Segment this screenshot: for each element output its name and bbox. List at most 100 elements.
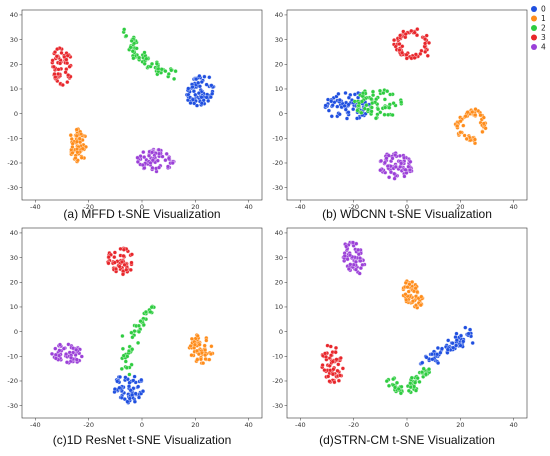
point-4 (148, 160, 153, 165)
point-0 (131, 378, 136, 383)
point-0 (454, 338, 459, 343)
point-0 (346, 102, 351, 107)
point-2 (406, 388, 411, 393)
point-0 (190, 84, 195, 90)
point-1 (201, 361, 206, 366)
point-0 (337, 112, 342, 117)
x-tick-label: 0 (140, 203, 144, 211)
point-4 (392, 171, 397, 176)
point-1 (68, 133, 73, 138)
point-2 (387, 105, 392, 110)
point-3 (67, 64, 72, 69)
point-3 (58, 61, 63, 66)
panels: -40 -20 0 20 40 -30 -20 -10 0 10 20 30 40 (a) MFFD t-… (7, 9, 528, 447)
point-4 (408, 159, 413, 164)
point-4 (388, 170, 394, 175)
point-4 (74, 347, 79, 352)
point-3 (120, 272, 126, 277)
cluster-4 (378, 151, 414, 181)
point-3 (333, 350, 338, 355)
point-4 (74, 357, 79, 362)
legend-marker-4 (531, 44, 537, 50)
point-4 (386, 153, 391, 158)
point-1 (188, 343, 193, 349)
point-3 (117, 264, 122, 269)
point-0 (207, 75, 212, 80)
point-2 (122, 27, 127, 32)
point-3 (106, 255, 111, 260)
point-2 (384, 379, 389, 384)
point-0 (197, 73, 202, 79)
point-2 (376, 107, 381, 112)
point-2 (409, 375, 414, 380)
point-4 (357, 271, 362, 276)
point-1 (198, 357, 203, 362)
point-2 (408, 385, 413, 390)
point-4 (150, 150, 155, 155)
point-0 (344, 116, 350, 121)
point-3 (401, 29, 406, 34)
point-3 (106, 261, 111, 266)
point-2 (163, 69, 168, 74)
point-0 (343, 107, 348, 112)
y-tick-label: -10 (272, 135, 283, 143)
point-2 (413, 388, 419, 393)
point-4 (350, 240, 356, 245)
y-tick-label: -20 (7, 159, 18, 167)
x-tick-label: -20 (348, 421, 359, 429)
point-0 (202, 74, 207, 79)
point-2 (369, 96, 374, 102)
point-0 (127, 396, 132, 401)
point-2 (123, 359, 128, 364)
point-0 (458, 333, 464, 338)
x-tick-label: 20 (191, 421, 199, 429)
point-0 (461, 339, 466, 344)
point-2 (127, 372, 132, 377)
point-3 (415, 27, 420, 32)
point-2 (144, 56, 149, 61)
point-3 (121, 253, 126, 258)
point-3 (326, 374, 331, 379)
point-4 (393, 164, 398, 169)
point-4 (402, 174, 407, 179)
point-1 (461, 123, 466, 128)
y-tick-label: 10 (10, 85, 18, 93)
y-tick-label: -10 (7, 135, 18, 143)
point-3 (65, 53, 70, 58)
point-4 (402, 155, 407, 160)
point-2 (381, 90, 386, 96)
point-1 (407, 282, 412, 287)
cluster-4 (341, 240, 367, 276)
point-3 (328, 344, 333, 349)
y-tick-label: 0 (279, 328, 283, 336)
legend-marker-0 (531, 6, 537, 12)
point-3 (397, 41, 402, 47)
point-2 (149, 305, 154, 310)
point-4 (64, 352, 69, 357)
point-4 (392, 176, 397, 181)
point-0 (199, 101, 204, 106)
point-0 (446, 338, 451, 343)
y-tick-label: -30 (272, 402, 283, 410)
point-1 (70, 150, 75, 155)
point-3 (336, 378, 341, 383)
point-1 (203, 356, 208, 362)
y-tick-label: 0 (14, 110, 18, 118)
point-3 (322, 368, 327, 373)
point-4 (353, 259, 358, 264)
point-0 (326, 108, 331, 113)
y-tick-label: 20 (275, 60, 283, 68)
point-3 (404, 56, 409, 61)
x-tick-label: -20 (348, 203, 359, 211)
legend-label-4: 4 (541, 43, 546, 52)
point-4 (146, 153, 152, 158)
x-tick-label: 40 (245, 203, 253, 211)
point-3 (425, 53, 430, 58)
point-1 (74, 133, 79, 138)
point-0 (436, 360, 441, 366)
point-3 (50, 58, 55, 63)
y-tick-label: 30 (275, 254, 283, 262)
point-4 (346, 266, 351, 272)
point-0 (192, 101, 197, 106)
